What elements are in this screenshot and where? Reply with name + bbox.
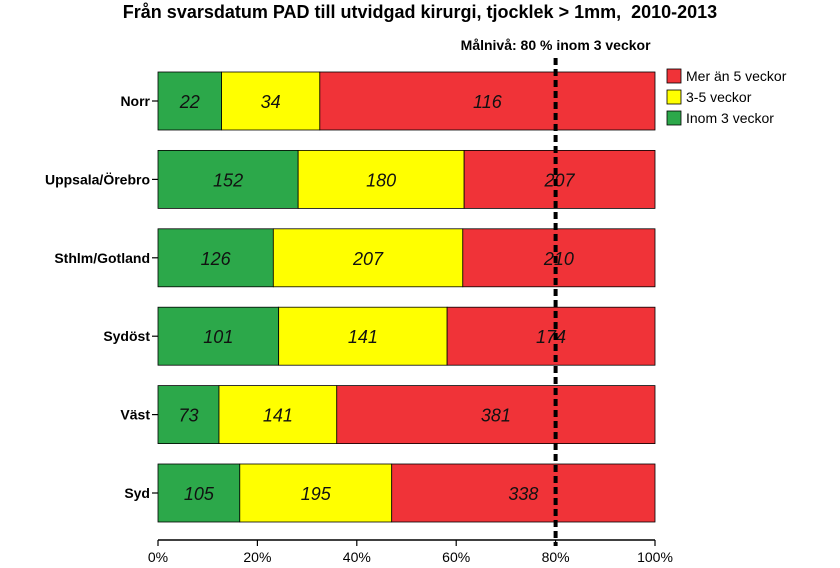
target-line-label: Målnivå: 80 % inom 3 veckor bbox=[461, 37, 651, 53]
bar-segment bbox=[221, 71, 321, 131]
legend: Mer än 5 veckor 3-5 veckor Inom 3 veckor bbox=[666, 68, 787, 126]
legend-swatch bbox=[666, 68, 682, 84]
data-label: 101 bbox=[203, 327, 233, 347]
chart-title: Från svarsdatum PAD till utvidgad kirurg… bbox=[122, 2, 718, 22]
bar-segment bbox=[157, 149, 299, 209]
data-label: 116 bbox=[473, 92, 503, 112]
category-label: Sthlm/Gotland bbox=[54, 250, 150, 266]
data-label: 73 bbox=[178, 406, 198, 426]
bar-segment bbox=[157, 306, 280, 366]
legend-swatch bbox=[666, 110, 682, 126]
legend-label: Mer än 5 veckor bbox=[686, 68, 787, 84]
data-label: 174 bbox=[536, 327, 566, 347]
bar-segment bbox=[278, 306, 448, 366]
bar-segment bbox=[462, 228, 656, 288]
x-tick-label: 60% bbox=[442, 549, 470, 565]
data-label: 126 bbox=[201, 249, 232, 269]
bar-segment bbox=[336, 385, 656, 445]
category-label: Syd bbox=[124, 485, 150, 501]
bar-segment bbox=[218, 385, 338, 445]
data-label: 34 bbox=[261, 92, 281, 112]
legend-swatch bbox=[666, 89, 682, 105]
bar-segment bbox=[297, 149, 465, 209]
category-label: Norr bbox=[120, 93, 150, 109]
data-label: 338 bbox=[508, 484, 538, 504]
data-label: 195 bbox=[301, 484, 332, 504]
target-line-group: Målnivå: 80 % inom 3 veckor bbox=[461, 37, 651, 546]
x-tick-label: 0% bbox=[148, 549, 168, 565]
data-label: 207 bbox=[544, 170, 576, 190]
data-label: 207 bbox=[352, 249, 384, 269]
legend-label: 3-5 veckor bbox=[686, 89, 752, 105]
bar-segment bbox=[391, 463, 656, 523]
data-label: 381 bbox=[481, 406, 511, 426]
bar-segment bbox=[446, 306, 656, 366]
category-label: Väst bbox=[120, 407, 150, 423]
bar-segment bbox=[272, 228, 464, 288]
data-label: 105 bbox=[184, 484, 215, 504]
bar-segment bbox=[157, 71, 222, 131]
data-label: 22 bbox=[179, 92, 200, 112]
category-label: Uppsala/Örebro bbox=[45, 171, 150, 187]
category-label: Sydöst bbox=[103, 328, 150, 344]
x-tick-label: 40% bbox=[343, 549, 371, 565]
bar-segment bbox=[463, 149, 656, 209]
data-label: 180 bbox=[366, 170, 396, 190]
legend-label: Inom 3 veckor bbox=[686, 110, 774, 126]
data-label: 141 bbox=[348, 327, 378, 347]
data-label: 152 bbox=[213, 170, 243, 190]
data-label: 210 bbox=[543, 249, 574, 269]
bar-segment bbox=[319, 71, 656, 131]
x-tick-label: 100% bbox=[637, 549, 673, 565]
data-label: 141 bbox=[263, 406, 293, 426]
x-tick-label: 80% bbox=[542, 549, 570, 565]
x-tick-label: 20% bbox=[243, 549, 271, 565]
axes-group: Norr Uppsala/Örebro Sthlm/Gotland Sydöst Väs… bbox=[45, 93, 673, 565]
bar-segment bbox=[239, 463, 393, 523]
bar-segment bbox=[157, 385, 220, 445]
bars-group: 22 34 116 152 180 207 126 207 210 101 141 174 73 141 3… bbox=[157, 71, 656, 523]
